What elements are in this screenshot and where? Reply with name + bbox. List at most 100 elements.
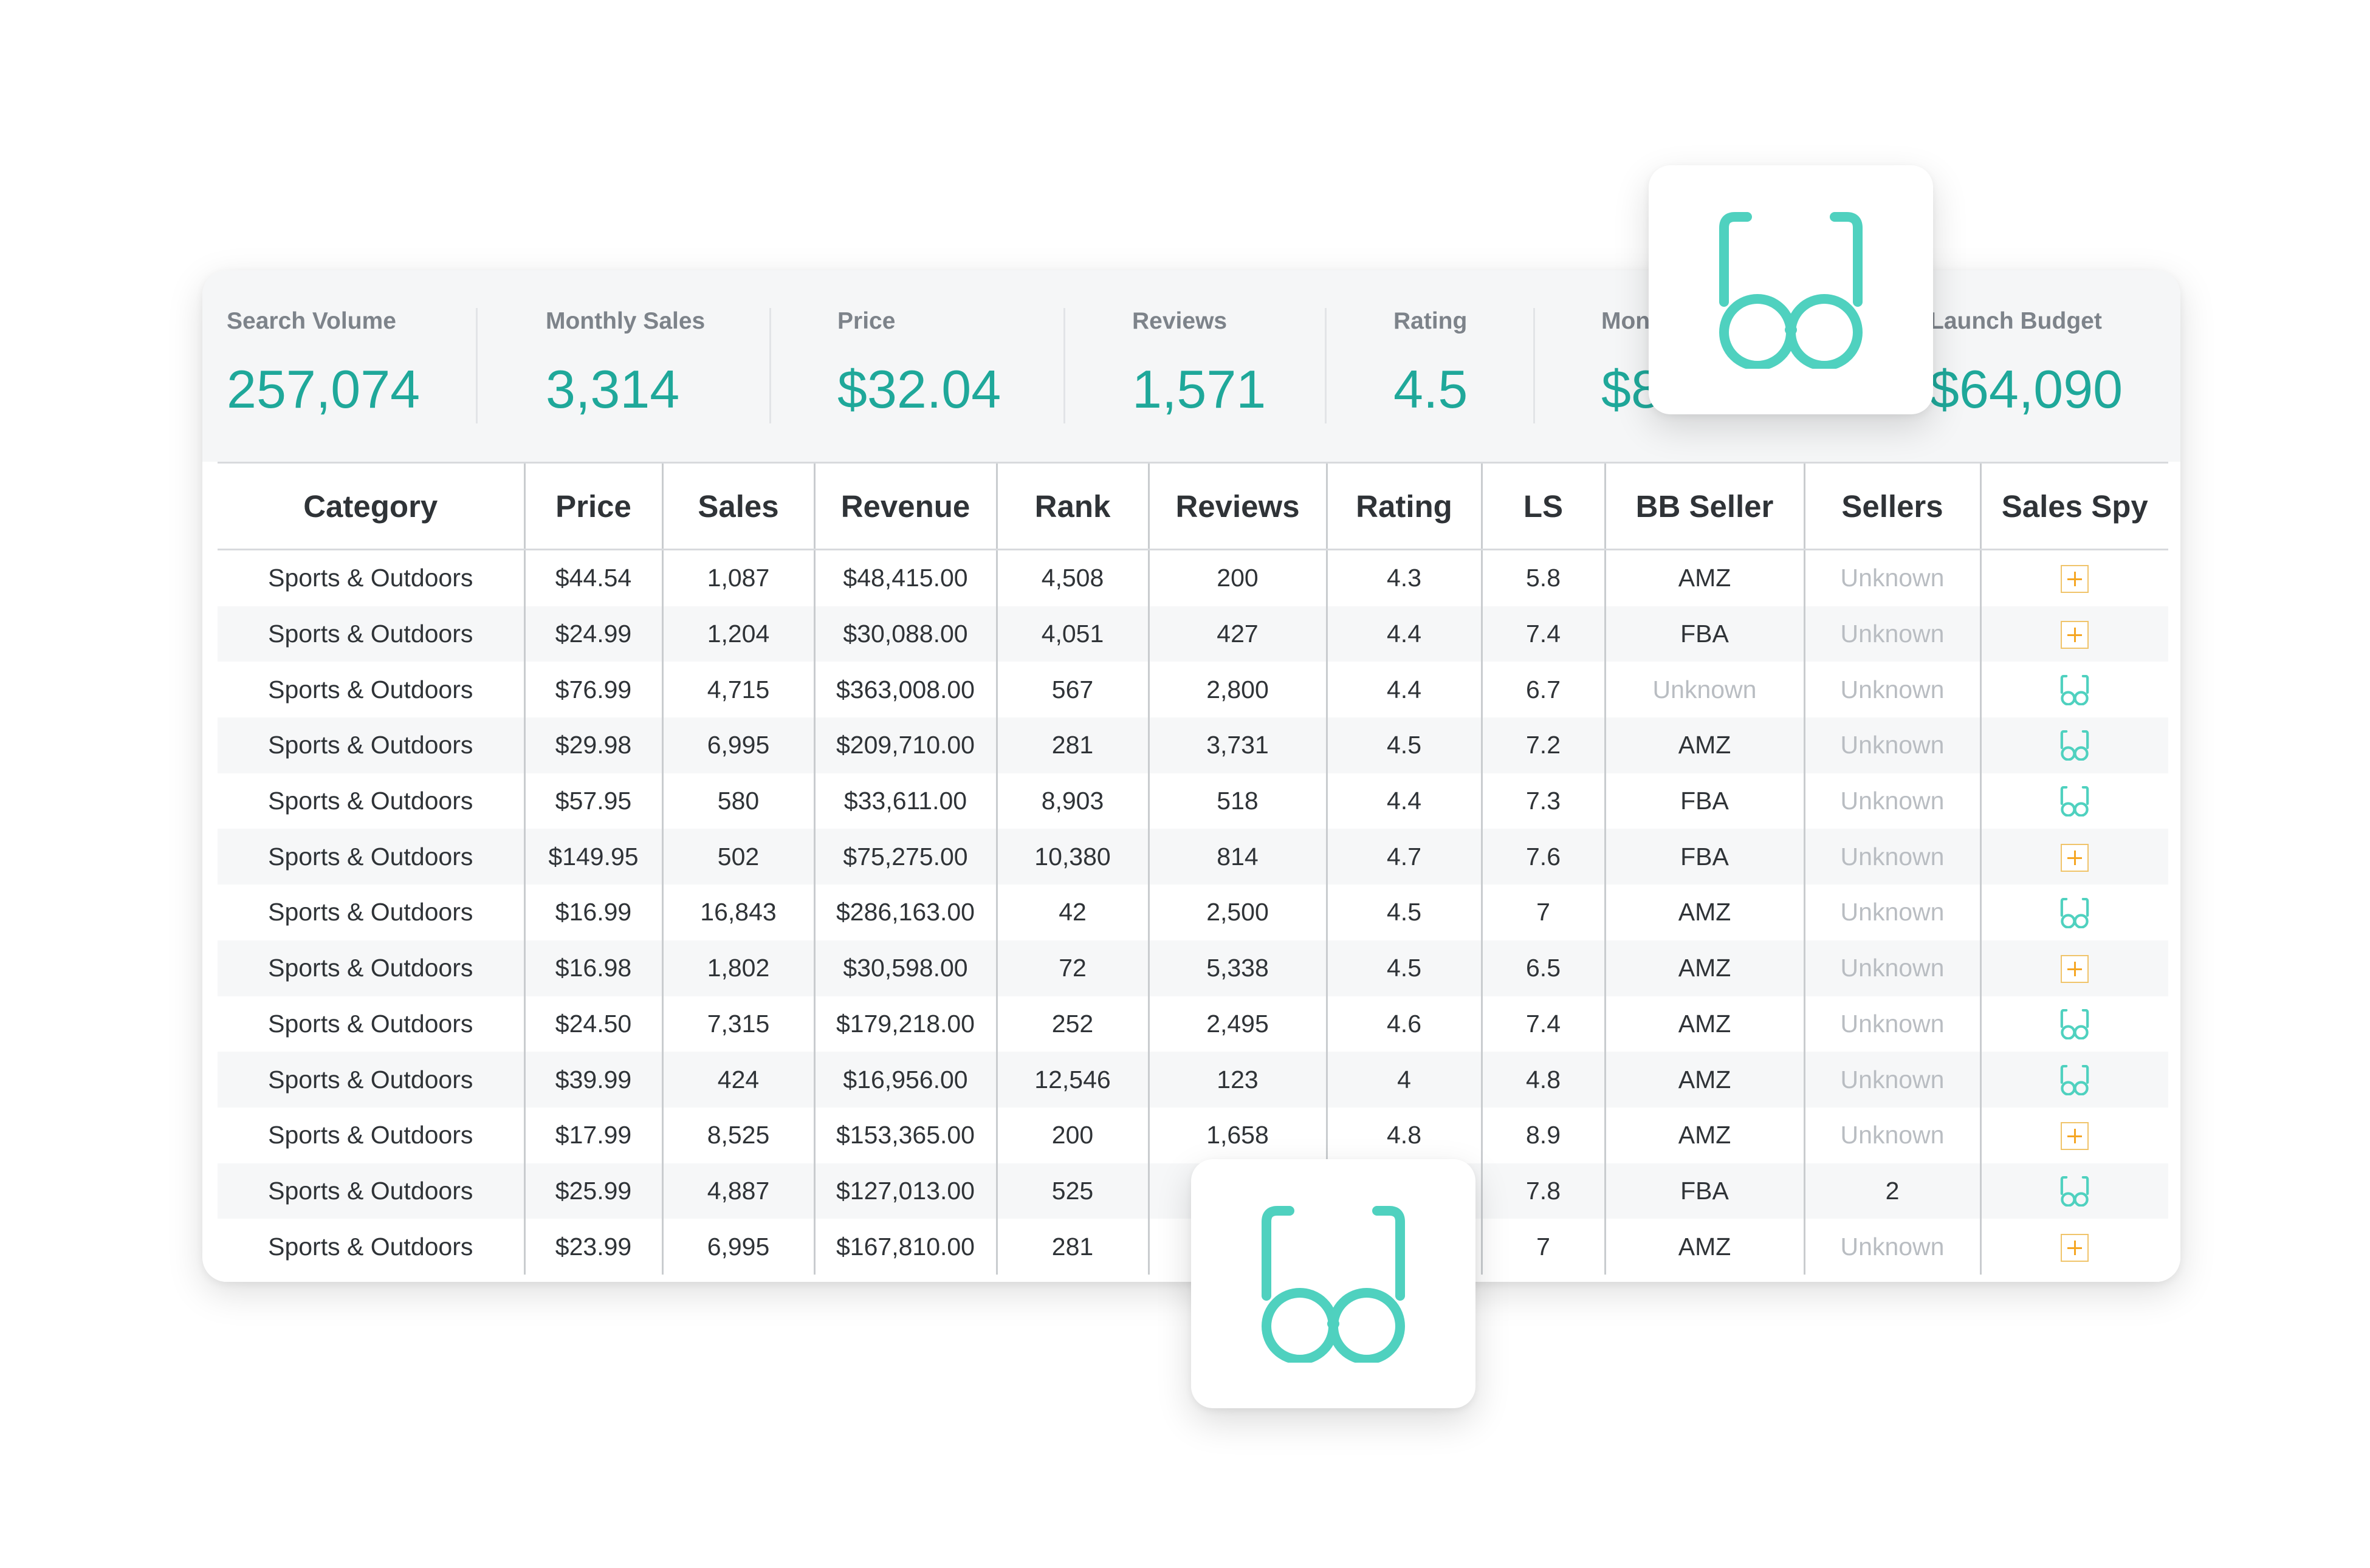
cell-sales: 6,995 xyxy=(661,1219,814,1275)
cell-price: $25.99 xyxy=(523,1163,662,1219)
product-research-card: Search Volume 257,074 Monthly Sales 3,31… xyxy=(202,270,2180,1282)
cell-category: Sports & Outdoors xyxy=(218,1052,524,1108)
stat-divider xyxy=(1325,308,1327,423)
stat-label-search-volume: Search Volume xyxy=(227,308,396,334)
plus-square-icon[interactable] xyxy=(2061,1233,2089,1262)
glasses-icon[interactable] xyxy=(2057,786,2092,817)
cell-rank: 567 xyxy=(995,662,1149,718)
column-header-ls[interactable]: LS xyxy=(1480,462,1605,550)
table-row[interactable]: Sports & Outdoors $39.99 424 $16,956.00 12,5… xyxy=(218,1052,2168,1108)
cell-rank: 525 xyxy=(995,1163,1149,1219)
cell-ls: 7.3 xyxy=(1480,773,1605,829)
stat-label-launch-budget: Launch Budget xyxy=(1929,308,2102,334)
cell-rating: 4.7 xyxy=(1325,829,1482,885)
plus-square-icon[interactable] xyxy=(2061,1122,2089,1151)
column-header-sales-spy[interactable]: Sales Spy xyxy=(1979,462,2168,550)
cell-ls: 7.6 xyxy=(1480,829,1605,885)
cell-revenue: $75,275.00 xyxy=(813,829,997,885)
cell-sellers: Unknown xyxy=(1803,606,1980,662)
plus-square-icon[interactable] xyxy=(2061,955,2089,984)
stat-value-search-volume: 257,074 xyxy=(227,359,421,419)
table-header-row: Category Price Sales Revenue Rank Review… xyxy=(218,462,2168,550)
cell-reviews: 2,500 xyxy=(1147,885,1327,940)
cell-price: $16.99 xyxy=(523,885,662,940)
column-header-rating[interactable]: Rating xyxy=(1325,462,1482,550)
stat-value-launch-budget: $64,090 xyxy=(1929,359,2123,419)
cell-rank: 281 xyxy=(995,1219,1149,1275)
cell-sales-spy xyxy=(1979,549,2168,606)
cell-bb-seller: AMZ xyxy=(1604,1052,1804,1108)
cell-sales: 424 xyxy=(661,1052,814,1108)
cell-bb-seller: Unknown xyxy=(1604,662,1804,718)
plus-square-icon[interactable] xyxy=(2061,565,2089,594)
cell-rating: 4.5 xyxy=(1325,940,1482,996)
glasses-icon[interactable] xyxy=(2057,1176,2092,1207)
table-row[interactable]: Sports & Outdoors $76.99 4,715 $363,008.00 5… xyxy=(218,662,2168,718)
plus-square-icon[interactable] xyxy=(2061,843,2089,872)
stat-label-price: Price xyxy=(837,308,896,334)
cell-sales-spy xyxy=(1979,996,2168,1052)
cell-sellers: Unknown xyxy=(1803,996,1980,1052)
column-header-bb-seller[interactable]: BB Seller xyxy=(1604,462,1804,550)
cell-sellers: Unknown xyxy=(1803,662,1980,718)
cell-reviews: 200 xyxy=(1147,549,1327,606)
cell-revenue: $363,008.00 xyxy=(813,662,997,718)
table-row[interactable]: Sports & Outdoors $24.50 7,315 $179,218.00 2… xyxy=(218,996,2168,1052)
cell-price: $44.54 xyxy=(523,549,662,606)
cell-sales: 6,995 xyxy=(661,717,814,773)
column-header-sales[interactable]: Sales xyxy=(661,462,814,550)
stat-label-monthly-sales: Monthly Sales xyxy=(546,308,706,334)
glasses-icon[interactable] xyxy=(2057,1008,2092,1040)
stat-divider xyxy=(1533,308,1535,423)
cell-bb-seller: AMZ xyxy=(1604,717,1804,773)
table-row[interactable]: Sports & Outdoors $44.54 1,087 $48,415.00 4,… xyxy=(218,549,2168,606)
cell-ls: 6.5 xyxy=(1480,940,1605,996)
table-row[interactable]: Sports & Outdoors $24.99 1,204 $30,088.00 4,… xyxy=(218,606,2168,662)
stat-divider xyxy=(769,308,771,423)
glasses-tile-bottom xyxy=(1191,1159,1475,1408)
cell-sales: 1,087 xyxy=(661,549,814,606)
cell-rank: 12,546 xyxy=(995,1052,1149,1108)
cell-rating: 4.4 xyxy=(1325,662,1482,718)
glasses-icon xyxy=(1262,1206,1405,1363)
plus-square-icon[interactable] xyxy=(2061,621,2089,649)
column-header-sellers[interactable]: Sellers xyxy=(1803,462,1980,550)
glasses-icon[interactable] xyxy=(2057,730,2092,762)
cell-ls: 8.9 xyxy=(1480,1107,1605,1163)
column-header-reviews[interactable]: Reviews xyxy=(1147,462,1327,550)
cell-reviews: 123 xyxy=(1147,1052,1327,1108)
cell-rank: 200 xyxy=(995,1107,1149,1163)
cell-category: Sports & Outdoors xyxy=(268,564,473,592)
cell-sales: 580 xyxy=(661,773,814,829)
stat-divider xyxy=(476,308,478,423)
cell-sellers: Unknown xyxy=(1803,773,1980,829)
glasses-icon[interactable] xyxy=(2057,674,2092,706)
cell-reviews: 1,658 xyxy=(1147,1107,1327,1163)
cell-bb-seller: AMZ xyxy=(1604,1107,1804,1163)
glasses-icon[interactable] xyxy=(2057,897,2092,929)
table-row[interactable]: Sports & Outdoors $16.98 1,802 $30,598.00 72… xyxy=(218,940,2168,996)
cell-rating: 4.5 xyxy=(1325,885,1482,940)
cell-sales-spy xyxy=(1979,885,2168,940)
cell-rank: 4,508 xyxy=(995,549,1149,606)
table-row[interactable]: Sports & Outdoors $57.95 580 $33,611.00 8,90… xyxy=(218,773,2168,829)
column-header-revenue[interactable]: Revenue xyxy=(813,462,997,550)
column-header-rank[interactable]: Rank xyxy=(995,462,1149,550)
cell-rating: 4.3 xyxy=(1325,549,1482,606)
cell-reviews: 518 xyxy=(1147,773,1327,829)
cell-sales-spy xyxy=(1979,773,2168,829)
cell-bb-seller: FBA xyxy=(1604,829,1804,885)
column-header-price[interactable]: Price xyxy=(523,462,662,550)
cell-sales: 1,204 xyxy=(661,606,814,662)
column-header-category[interactable]: Category xyxy=(218,462,524,550)
table-row[interactable]: Sports & Outdoors $16.99 16,843 $286,163.00… xyxy=(218,885,2168,940)
glasses-icon[interactable] xyxy=(2057,1064,2092,1096)
table-row[interactable]: Sports & Outdoors $149.95 502 $75,275.00 10,… xyxy=(218,829,2168,885)
cell-bb-seller: AMZ xyxy=(1604,940,1804,996)
cell-revenue: $286,163.00 xyxy=(813,885,997,940)
table-row[interactable]: Sports & Outdoors $17.99 8,525 $153,365.00 2… xyxy=(218,1107,2168,1163)
cell-category: Sports & Outdoors xyxy=(218,606,524,662)
cell-price: $17.99 xyxy=(523,1107,662,1163)
table-row[interactable]: Sports & Outdoors $29.98 6,995 $209,710.00 2… xyxy=(218,717,2168,773)
